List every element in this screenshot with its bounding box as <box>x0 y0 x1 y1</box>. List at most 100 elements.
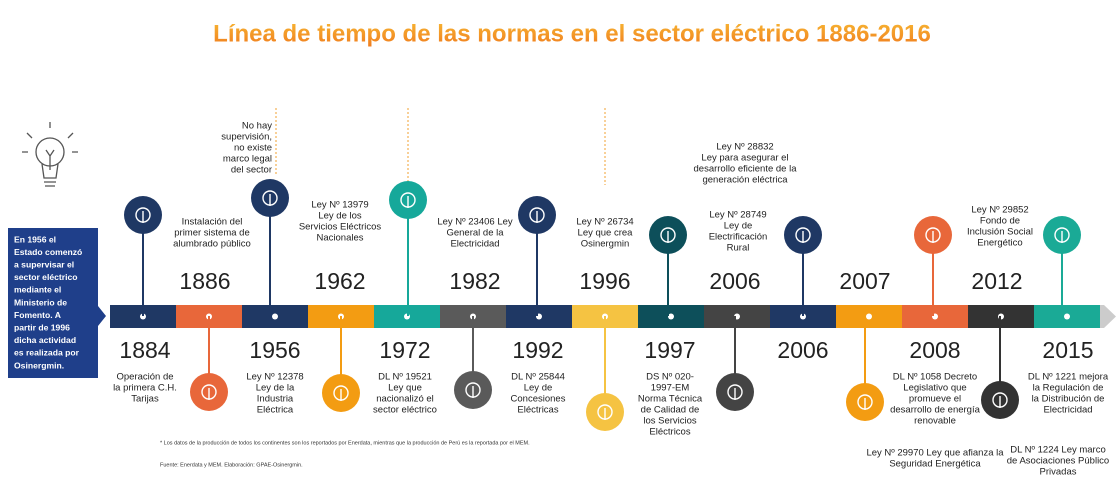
year: 1997 <box>644 337 695 363</box>
event-text: Ley que crea <box>578 228 634 239</box>
year: 1886 <box>179 268 230 294</box>
event-text: Operación de <box>116 372 173 383</box>
event-text: del sector <box>231 165 272 176</box>
event-text: Electricidad <box>450 239 499 250</box>
event-text: Tarijas <box>131 394 159 405</box>
event-text: Ley Nº 26734 <box>576 217 633 228</box>
guide-lines <box>275 108 606 185</box>
event-text: Ley de los <box>318 211 362 222</box>
sidebar-line: dicha actividad <box>14 335 76 345</box>
event-text: Concesiones <box>511 394 566 405</box>
event-text: Eléctrica <box>257 405 294 416</box>
sidebar-line: Ministerio de <box>14 297 67 307</box>
event-text: DL Nº 1058 Decreto <box>893 372 977 383</box>
event-text: Ley de <box>524 383 553 394</box>
footnote: * Los datos de la producción de todos lo… <box>160 440 530 446</box>
event-text: Osinergmin <box>581 239 630 250</box>
bar-dot <box>800 313 806 320</box>
event-text: la Distribución de <box>1032 394 1105 405</box>
event-text: Ley de <box>724 221 753 232</box>
bar-dot <box>866 313 872 320</box>
event-text: Eléctricos <box>649 427 690 438</box>
sidebar-line: sector eléctrico <box>14 272 78 282</box>
event-text: Ley de la <box>256 383 295 394</box>
event-text: promueve el <box>909 394 961 405</box>
sidebar-line: mediante el <box>14 285 61 295</box>
sidebar-line: a supervisar el <box>14 259 74 269</box>
event-text: sector eléctrico <box>373 405 437 416</box>
sidebar-line: Estado comenzó <box>14 247 82 257</box>
event-text: Ley Nº 12378 <box>246 372 303 383</box>
event-text: supervisión, <box>221 132 272 143</box>
year: 1884 <box>119 337 170 363</box>
event-text: generación eléctrica <box>702 175 788 186</box>
event-text: Ley Nº 23406 Ley <box>437 217 513 228</box>
year: 1992 <box>512 337 563 363</box>
year: 1962 <box>314 268 365 294</box>
year: 1956 <box>249 337 300 363</box>
event-text: Privadas <box>1040 467 1077 478</box>
year: 1982 <box>449 268 500 294</box>
event-text: marco legal <box>223 154 272 165</box>
event-text: Ley que <box>388 383 422 394</box>
year: 2008 <box>909 337 960 363</box>
event-text: Ley Nº 29852 <box>971 205 1028 216</box>
labels: 1886 1962 1982 1996 2006 2007 2012 1884 1956 1972… <box>113 121 1109 478</box>
event-text: alumbrado público <box>173 239 251 250</box>
event-text: Inclusión Social <box>967 227 1033 238</box>
event-text: los Servicios <box>643 416 697 427</box>
event-text: Norma Técnica <box>638 394 703 405</box>
event-text: DL Nº 1224 Ley marco <box>1010 445 1106 456</box>
sidebar-line: En 1956 el <box>14 234 56 244</box>
event-text: desarrollo eficiente de la <box>694 164 798 175</box>
event-text: desarrollo de energía <box>890 405 980 416</box>
bar-dot <box>140 313 146 320</box>
sidebar-line: es realizada por <box>14 348 80 358</box>
sidebar-line: partir de 1996 <box>14 322 70 332</box>
event-text: Ley Nº 28749 <box>709 210 766 221</box>
event-text: General de la <box>446 228 504 239</box>
sidebar-text: En 1956 el Estado comenzó a supervisar el s… <box>14 234 82 370</box>
event-text: no existe <box>234 143 272 154</box>
year: 1996 <box>579 268 630 294</box>
event-text: primer sistema de <box>174 228 250 239</box>
event-text: de Calidad de <box>641 405 700 416</box>
event-text: la Regulación de <box>1033 383 1104 394</box>
year: 2015 <box>1042 337 1093 363</box>
event-text: de Asociaciones Público <box>1007 456 1109 467</box>
year: 2006 <box>777 337 828 363</box>
bar-dot <box>272 313 278 320</box>
event-text: DS Nº 020- <box>646 372 694 383</box>
year: 1972 <box>379 337 430 363</box>
event-text: Electricidad <box>1043 405 1092 416</box>
event-text: nacionalizó el <box>376 394 434 405</box>
event-text: Instalación del <box>182 217 243 228</box>
event-text: Electrificación <box>709 232 768 243</box>
source: Fuente: Enerdata y MEM. Elaboración: GPA… <box>160 462 303 468</box>
sidebar-line: Fomento. A <box>14 310 61 320</box>
year: 2012 <box>971 268 1022 294</box>
event-text: la primera C.H. <box>113 383 177 394</box>
timeline-bar <box>110 305 1116 328</box>
event-text: DL Nº 25844 <box>511 372 565 383</box>
event-text: Ley Nº 28832 <box>716 142 773 153</box>
event-text: Ley Nº 29970 Ley que afianza la <box>866 448 1004 459</box>
bulb-icon <box>22 122 78 187</box>
year: 2006 <box>709 268 760 294</box>
event-text: No hay <box>242 121 272 132</box>
event-text: Fondo de <box>980 216 1020 227</box>
event-text: Legislativo que <box>903 383 966 394</box>
event-text: Rural <box>727 243 750 254</box>
event-text: Servicios Eléctricos <box>299 222 382 233</box>
event-text: Ley para asegurar el <box>701 153 788 164</box>
event-text: Eléctricas <box>517 405 558 416</box>
year: 2007 <box>839 268 890 294</box>
event-text: renovable <box>914 416 956 427</box>
event-text: DL Nº 1221 mejora <box>1028 372 1109 383</box>
bar-dot <box>668 313 674 320</box>
event-text: Nacionales <box>317 233 364 244</box>
event-text: Seguridad Energética <box>889 459 981 470</box>
event-text: Industria <box>257 394 294 405</box>
bar-arrow <box>1100 305 1116 328</box>
